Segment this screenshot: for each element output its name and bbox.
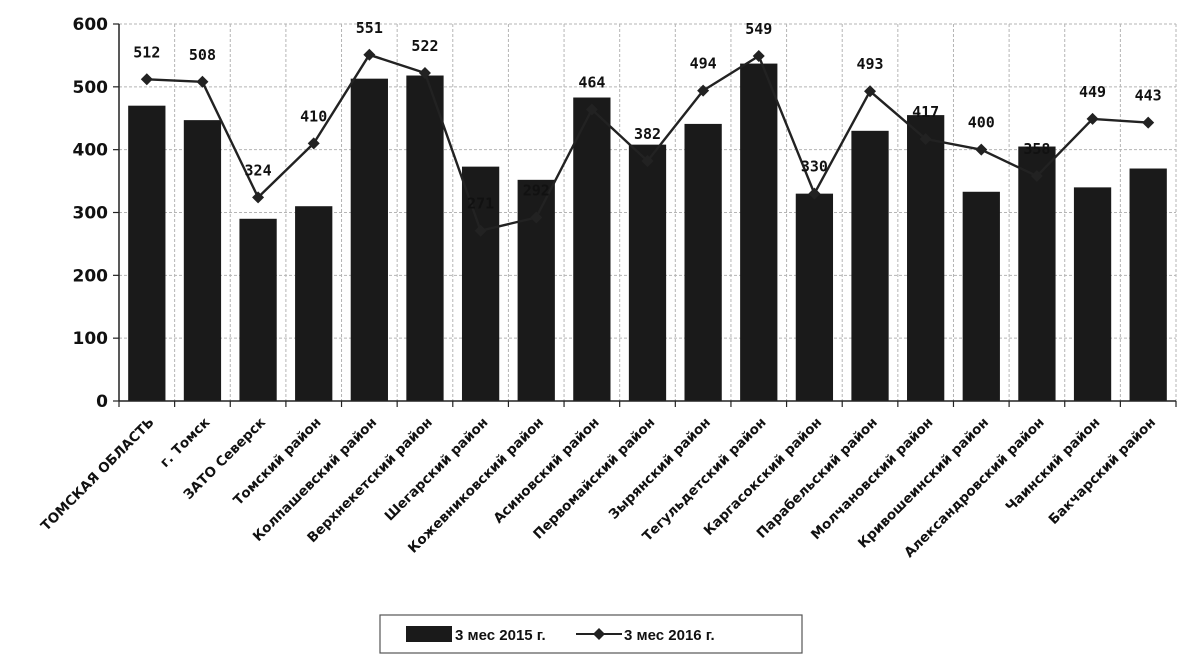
line-marker xyxy=(919,132,932,145)
line-series xyxy=(140,48,1155,237)
bar xyxy=(295,206,333,401)
line-marker xyxy=(585,103,598,116)
legend-marker-line xyxy=(593,628,605,640)
data-label: 330 xyxy=(801,158,828,176)
bar xyxy=(573,97,611,401)
y-tick-label: 400 xyxy=(73,141,109,161)
line-marker xyxy=(864,85,877,98)
data-label: 508 xyxy=(189,46,216,64)
data-label: 522 xyxy=(411,37,438,55)
x-tick-label: ТОМСКАЯ ОБЛАСТЬ xyxy=(38,415,158,535)
data-label: 410 xyxy=(300,107,327,125)
bar xyxy=(128,105,166,401)
legend: 3 мес 2015 г. 3 мес 2016 г. xyxy=(379,614,803,654)
data-label: 358 xyxy=(1023,140,1050,158)
legend-swatch-bars xyxy=(406,626,452,642)
bar xyxy=(628,144,667,401)
data-label: 292 xyxy=(523,182,550,200)
data-label: 512 xyxy=(133,43,160,61)
x-tick-label: Зырянский район xyxy=(606,415,714,523)
bar xyxy=(1129,168,1167,401)
bar xyxy=(183,120,222,401)
line-marker xyxy=(530,211,543,224)
data-label: 464 xyxy=(578,73,605,91)
y-tick-label: 300 xyxy=(73,204,109,224)
bar xyxy=(1018,146,1056,401)
line-marker xyxy=(808,187,821,200)
y-tick-label: 100 xyxy=(73,329,109,349)
data-label: 549 xyxy=(745,20,772,38)
data-label: 400 xyxy=(968,114,995,132)
y-axis: 0 100 200 300 400 500 600 xyxy=(73,15,120,412)
line-marker xyxy=(252,191,265,204)
data-label: 551 xyxy=(356,19,383,37)
line-marker xyxy=(975,143,988,156)
line-marker xyxy=(1142,116,1155,129)
bar xyxy=(406,75,444,402)
bar xyxy=(1073,187,1112,401)
bar xyxy=(907,115,945,401)
data-label: 324 xyxy=(245,161,272,179)
bar xyxy=(239,218,277,401)
data-label: 449 xyxy=(1079,83,1106,101)
line-marker xyxy=(196,75,209,88)
x-tick-label: Чаинский район xyxy=(1003,415,1104,516)
data-label: 417 xyxy=(912,103,939,121)
data-label: 271 xyxy=(467,195,494,213)
line-marker xyxy=(752,50,765,63)
line-marker xyxy=(641,154,654,167)
y-tick-label: 500 xyxy=(73,78,109,98)
line-marker xyxy=(474,224,487,237)
line-marker xyxy=(1086,112,1099,125)
x-tick-label: г. Томск xyxy=(157,415,213,471)
bar xyxy=(350,78,388,401)
bar xyxy=(740,63,778,402)
y-tick-label: 600 xyxy=(73,15,109,35)
data-label: 494 xyxy=(690,55,717,73)
y-tick-label: 200 xyxy=(73,266,109,286)
line-marker xyxy=(140,73,153,86)
line-marker xyxy=(418,67,431,80)
bar xyxy=(684,123,722,401)
bar xyxy=(962,191,1000,401)
line-marker xyxy=(1030,170,1043,183)
legend-label-bars: 3 мес 2015 г. xyxy=(455,627,546,644)
x-tick-label: Шегарский район xyxy=(382,415,492,525)
x-tick-label: Бакчарский район xyxy=(1046,415,1159,528)
data-labels: 512 508 324 410 551 522 271 292 464 382 494 549 330 4… xyxy=(133,19,1161,213)
data-label: 493 xyxy=(856,55,883,73)
bar xyxy=(795,193,834,401)
data-label: 382 xyxy=(634,125,661,143)
line-marker xyxy=(307,137,320,150)
bar xyxy=(851,130,889,402)
line-marker xyxy=(363,48,376,61)
bar xyxy=(461,166,500,401)
line-marker xyxy=(697,84,710,97)
legend-label-line: 3 мес 2016 г. xyxy=(624,627,715,644)
bar-series xyxy=(128,63,1167,402)
data-label: 443 xyxy=(1135,87,1162,105)
x-tick-label: Асиновский район xyxy=(490,415,602,527)
y-tick-label: 0 xyxy=(96,392,108,412)
